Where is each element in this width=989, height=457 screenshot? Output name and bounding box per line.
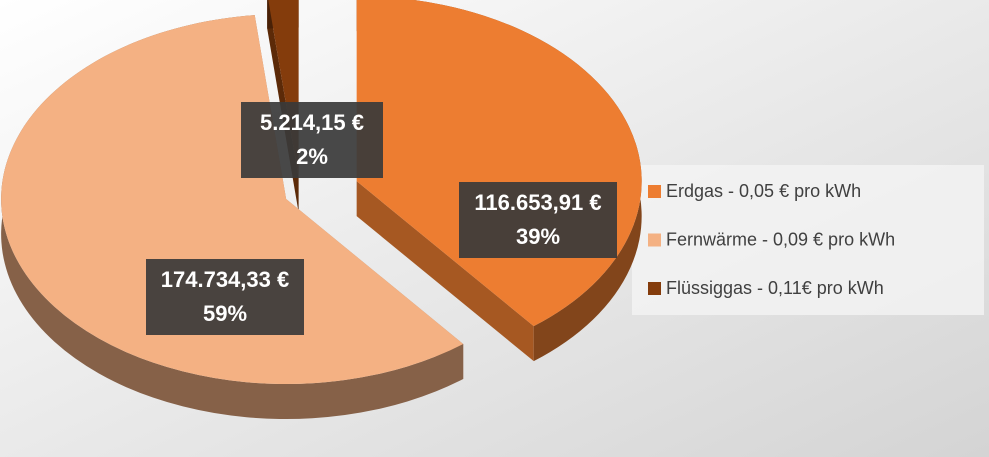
data-label-percent: 2% bbox=[296, 144, 328, 169]
data-label-box bbox=[146, 259, 304, 335]
legend-swatch bbox=[648, 282, 661, 295]
legend-label: Fernwärme - 0,09 € pro kWh bbox=[666, 229, 895, 249]
slice bbox=[268, 0, 299, 178]
data-label-box bbox=[459, 182, 617, 258]
legend-swatch bbox=[648, 185, 661, 198]
data-label: 174.734,33 € bbox=[161, 267, 289, 292]
legend-box bbox=[632, 165, 984, 315]
slice-cut-face bbox=[356, 181, 534, 362]
legend-label: Erdgas - 0,05 € pro kWh bbox=[666, 181, 861, 201]
legend-swatch bbox=[648, 233, 661, 247]
data-label: 5.214,15 € bbox=[260, 110, 364, 135]
data-label-box bbox=[241, 102, 383, 178]
data-label: 116.653,91 € bbox=[474, 190, 601, 215]
slice-side bbox=[1, 15, 464, 419]
data-label-percent: 59% bbox=[203, 301, 247, 326]
data-label-percent: 39% bbox=[516, 224, 560, 249]
slice bbox=[1, 15, 464, 384]
legend-label: Flüssiggas - 0,11€ pro kWh bbox=[666, 278, 884, 298]
